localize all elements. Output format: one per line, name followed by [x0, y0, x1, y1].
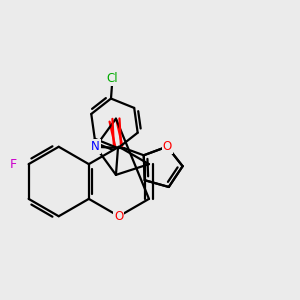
Text: O: O [163, 140, 172, 153]
Text: F: F [10, 158, 17, 171]
Text: O: O [114, 210, 124, 223]
Text: Cl: Cl [107, 72, 118, 85]
Text: N: N [91, 140, 100, 153]
